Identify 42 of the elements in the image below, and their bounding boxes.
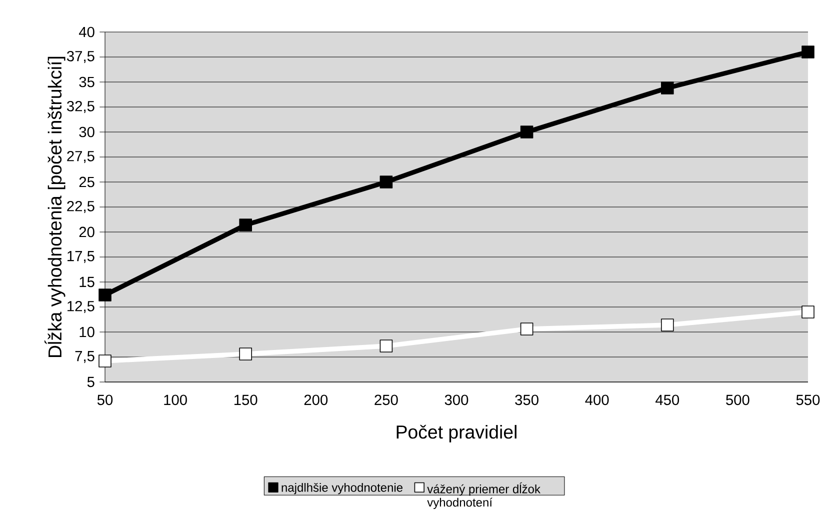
y-tick-label: 12,5 [68, 300, 94, 314]
point [380, 340, 393, 352]
y-tick-label: 20 [79, 226, 94, 238]
y-tick-label: 25 [79, 176, 94, 188]
x-tick-label: 100 [164, 394, 187, 406]
x-tick-label: 350 [515, 394, 538, 406]
point [802, 306, 814, 318]
y-tick-label: 10 [80, 326, 94, 338]
y-tick-label: 40 [78, 26, 94, 38]
x-tick-label: 200 [304, 394, 328, 406]
x-tick-label: 150 [234, 394, 258, 406]
y-tick-label: 27,5 [67, 150, 94, 164]
point [98, 354, 112, 368]
point [98, 288, 112, 302]
legend-label: najdlhšie vyhodnotenie [282, 482, 403, 494]
x-tick-label: 450 [655, 394, 680, 406]
y-tick-label: 37,5 [66, 50, 94, 64]
y-tick-label: 32,5 [66, 100, 94, 114]
y-tick-label: 35 [79, 76, 94, 88]
y-tick-label: 7,5 [75, 351, 94, 363]
point [660, 318, 674, 332]
y-tick-label: 17,5 [68, 251, 94, 263]
x-tick-label: 50 [97, 394, 113, 406]
x-axis-title: Počet pravidiel [396, 424, 516, 442]
y-tick-label: 30 [79, 126, 94, 138]
y-tick-label: 22,5 [67, 200, 94, 214]
point [802, 46, 814, 58]
point [520, 126, 534, 138]
point [380, 176, 393, 188]
x-tick-label: 250 [374, 394, 398, 406]
x-tick-label: 550 [796, 394, 820, 406]
point [239, 218, 252, 232]
y-tick-label: 5 [87, 376, 94, 388]
x-tick-label: 400 [585, 394, 609, 406]
point [660, 82, 674, 94]
point [520, 322, 534, 336]
y-tick-label: 15 [80, 276, 94, 288]
point [239, 348, 252, 360]
y-axis-title: Dĺžka vyhodnotenia [počet inštrukcií] [44, 56, 66, 357]
x-tick-label: 300 [444, 394, 468, 406]
x-tick-label: 500 [726, 394, 750, 406]
legend-label: vážený priemer dĺžok vyhodnotení [427, 482, 540, 510]
